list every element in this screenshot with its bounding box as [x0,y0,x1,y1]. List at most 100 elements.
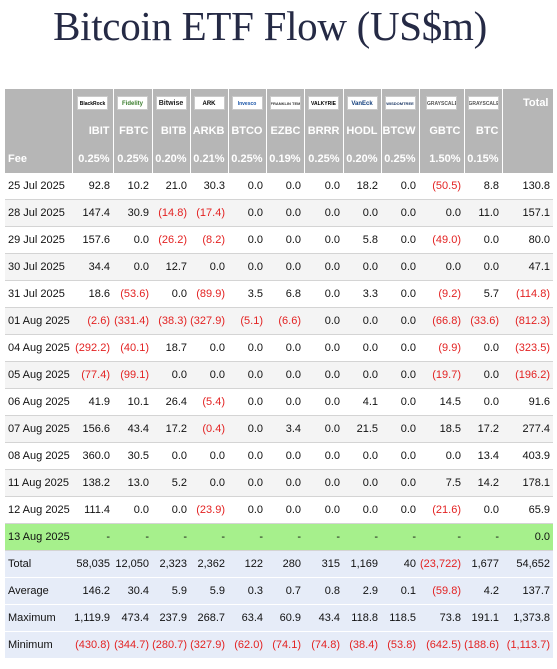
table-row: 25 Jul 2025 92.8 10.2 21.0 30.3 0.0 0.0 0.0 18.2… [5,173,553,200]
ticker-header: ARKB [190,117,229,145]
flow-cell: 157.6 [72,226,113,254]
row-label: Average [5,577,72,605]
flow-cell: 0.0 [266,361,304,389]
flow-cell: (14.8) [152,199,190,227]
flow-cell: 13.4 [464,442,502,470]
flow-cell: 0.0 [381,442,419,470]
fidelity-logo: Fidelity [117,96,148,110]
corner-cell [5,89,73,117]
flow-cell: 0.0 [343,334,381,362]
flow-cell: (74.8) [304,631,343,659]
logo-cell: GRAYSCALE [464,89,503,117]
flow-cell: 0.0 [190,253,228,281]
flow-cell: 0.0 [190,469,228,497]
table-row: 11 Aug 2025 138.2 13.0 5.2 0.0 0.0 0.0 0.0 0.0 0.… [5,469,553,497]
ticker-row: IBIT FBTC BITB ARKB BTCO EZBC BRRR HODL BTCW GBTC… [5,117,554,145]
flow-cell: 4.2 [464,577,502,605]
flow-cell: 0.0 [190,361,228,389]
flow-cell: 26.4 [152,388,190,416]
row-total-cell: 1,373.8 [502,604,553,632]
flow-cell: 0.0 [419,442,464,470]
flow-cell: 0.0 [152,496,190,524]
flow-cell: 0.0 [304,415,343,443]
table-row: 01 Aug 2025 (2.6) (331.4) (38.3) (327.9) (5.1… [5,307,553,335]
flow-cell: 268.7 [190,604,228,632]
summary-row-total: Total 58,035 12,050 2,323 2,362 122 280 315 1,16… [5,550,553,578]
flow-cell: 0.0 [343,361,381,389]
today-row: 13 Aug 2025- - - - - - - - - - -0.0 [5,523,553,551]
row-total-cell: 178.1 [502,469,553,497]
flow-cell: 18.5 [419,415,464,443]
row-label: 05 Aug 2025 [5,361,72,389]
flow-cell: 0.0 [381,280,419,308]
flow-cell: 0.0 [228,415,266,443]
flow-cell: 0.0 [113,226,152,254]
flow-cell: 30.3 [190,173,228,200]
flow-cell: (17.4) [190,199,228,227]
logo-cell: GRAYSCALE [419,89,465,117]
flow-cell: (23.9) [190,496,228,524]
flow-cell: - [419,523,464,551]
flow-cell: - [266,523,304,551]
flow-cell: 280 [266,550,304,578]
flow-cell: (8.2) [190,226,228,254]
ticker-header: BITB [152,117,191,145]
flow-cell: 30.9 [113,199,152,227]
row-total-cell: 91.6 [502,388,553,416]
flow-cell: 1,169 [343,550,381,578]
flow-cell: 0.0 [228,442,266,470]
page-title: Bitcoin ETF Flow (US$m) [53,3,487,49]
flow-cell: 0.0 [228,199,266,227]
fee-value: 0.25% [113,145,153,173]
flow-cell: 12,050 [113,550,152,578]
flow-cell: 1,677 [464,550,502,578]
flow-cell: 156.6 [72,415,113,443]
flow-cell: (430.8) [72,631,113,659]
table-row: 04 Aug 2025 (292.2) (40.1) 18.7 0.0 0.0 0.0 0.0… [5,334,553,362]
table-row: 28 Jul 2025 147.4 30.9 (14.8) (17.4) 0.0 0.0 0.… [5,199,553,227]
flow-cell: 0.0 [152,280,190,308]
flow-cell: 8.8 [464,173,502,200]
flow-cell: 5.7 [464,280,502,308]
flow-cell: (38.3) [152,307,190,335]
flow-cell: 0.0 [304,469,343,497]
wisdomtree-logo: WISDOMTREE [384,96,416,110]
flow-cell: 111.4 [72,496,113,524]
table-row: 30 Jul 2025 34.4 0.0 12.7 0.0 0.0 0.0 0.0 0.0 0.0… [5,253,553,281]
flow-cell: 0.0 [266,334,304,362]
flow-cell: 0.0 [304,334,343,362]
flow-cell: 6.8 [266,280,304,308]
flow-cell: 2,323 [152,550,190,578]
flow-cell: 0.0 [343,469,381,497]
table-row: 05 Aug 2025 (77.4) (99.1) 0.0 0.0 0.0 0.0 0.0 0.… [5,361,553,389]
flow-cell: (66.8) [419,307,464,335]
flow-cell: (292.2) [72,334,113,362]
flow-cell: (74.1) [266,631,304,659]
row-total-cell: 0.0 [502,523,553,551]
ticker-header: IBIT [72,117,114,145]
flow-cell: 0.0 [190,334,228,362]
row-label: 08 Aug 2025 [5,442,72,470]
flow-cell: 0.0 [381,334,419,362]
row-label: Minimum [5,631,72,659]
table-row: 29 Jul 2025 157.6 0.0 (26.2) (8.2) 0.0 0.0 0.0 5… [5,226,553,254]
flow-cell: 0.1 [381,577,419,605]
fee-value: 0.25% [72,145,114,173]
table-row: 31 Jul 2025 18.6 (53.6) 0.0 (89.9) 3.5 6.8 0.0 3… [5,280,553,308]
flow-cell: 0.0 [304,173,343,200]
flow-cell: 41.9 [72,388,113,416]
flow-cell: (53.6) [113,280,152,308]
fee-label: Fee [5,145,73,173]
flow-cell: 315 [304,550,343,578]
vaneck-logo: VanEck [346,96,378,110]
flow-cell: 7.5 [419,469,464,497]
fee-value: 0.20% [152,145,191,173]
flow-cell: 0.0 [304,253,343,281]
fee-value: 0.15% [464,145,503,173]
flow-cell: 0.0 [266,496,304,524]
flow-cell: 0.0 [266,469,304,497]
row-total-cell: 403.9 [502,442,553,470]
fee-value: 0.19% [266,145,305,173]
table-row: 08 Aug 2025 360.0 30.5 0.0 0.0 0.0 0.0 0.0 0.0 0.… [5,442,553,470]
flow-cell: 5.2 [152,469,190,497]
